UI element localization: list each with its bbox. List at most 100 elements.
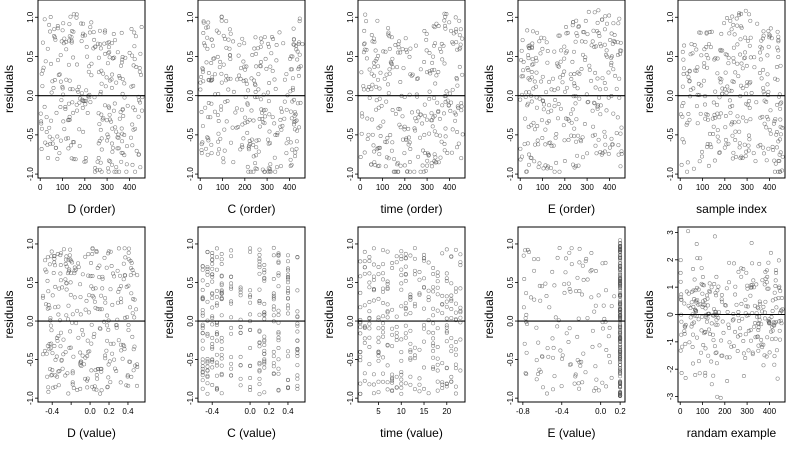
data-point [139, 72, 143, 77]
data-point [262, 276, 267, 281]
data-point [132, 315, 137, 320]
data-point [377, 96, 382, 101]
data-point [276, 312, 281, 317]
data-point [236, 53, 241, 58]
data-point [424, 37, 429, 42]
data-point [295, 255, 300, 259]
data-point [219, 283, 224, 288]
data-point [221, 62, 226, 67]
data-point [730, 133, 735, 138]
data-point [710, 116, 715, 121]
data-point [551, 76, 555, 81]
data-point [525, 322, 529, 326]
data-point [711, 100, 716, 105]
data-point [276, 387, 281, 392]
data-point [237, 42, 242, 47]
data-point [704, 45, 709, 49]
data-point [390, 376, 395, 381]
data-point [736, 74, 741, 79]
data-point [714, 293, 719, 298]
data-point [262, 270, 267, 275]
data-point [209, 37, 214, 42]
data-point [60, 285, 65, 290]
data-point [413, 128, 418, 133]
data-point [55, 24, 60, 28]
data-point [453, 301, 458, 306]
data-point [680, 104, 684, 109]
data-point [612, 33, 617, 37]
data-point [371, 277, 376, 282]
data-point [403, 381, 408, 386]
data-point [724, 286, 729, 291]
data-point [205, 272, 210, 277]
data-point [744, 84, 749, 88]
data-point [739, 83, 743, 88]
data-point [603, 319, 608, 324]
data-point [530, 57, 535, 62]
data-point [741, 267, 746, 271]
data-point [596, 388, 601, 393]
y-tick-label: -1.0 [346, 167, 355, 181]
data-point [118, 342, 123, 347]
data-point [453, 347, 458, 352]
data-point [223, 99, 228, 104]
data-point [729, 27, 734, 32]
data-point [238, 383, 243, 388]
data-point [764, 125, 769, 130]
data-point [367, 259, 372, 263]
data-point [248, 312, 253, 317]
data-point [63, 105, 68, 109]
data-point [111, 32, 116, 36]
data-point [756, 348, 761, 353]
data-point [402, 124, 407, 129]
y-tick-label: -0.5 [346, 352, 355, 366]
data-point [732, 120, 737, 125]
data-point [733, 138, 738, 142]
data-point [82, 362, 87, 367]
data-point [723, 70, 728, 75]
data-point [453, 286, 458, 291]
data-point [81, 31, 86, 36]
data-point [399, 337, 404, 342]
data-point [373, 58, 378, 63]
data-point [526, 101, 530, 106]
data-point [618, 381, 623, 386]
data-point [720, 91, 725, 96]
data-point [604, 108, 609, 113]
data-point [460, 72, 465, 77]
data-point [394, 324, 399, 329]
data-point [140, 108, 144, 113]
data-point [712, 234, 717, 239]
data-point [209, 151, 214, 156]
data-point [262, 361, 267, 366]
data-point [384, 99, 389, 104]
data-point [416, 115, 421, 120]
data-point [385, 309, 390, 314]
data-point [426, 260, 431, 265]
data-point [44, 351, 49, 356]
data-point [590, 328, 595, 333]
data-point [122, 344, 127, 349]
data-point [427, 89, 432, 94]
data-point [215, 54, 220, 59]
data-point [109, 264, 114, 268]
data-point [139, 25, 144, 29]
data-point [61, 21, 66, 26]
data-point [729, 344, 734, 349]
data-point [761, 145, 765, 150]
x-tick-label: 200 [238, 183, 252, 192]
data-point [443, 134, 448, 139]
data-point [539, 118, 544, 123]
data-point [219, 313, 224, 318]
data-point [537, 39, 542, 44]
data-point [106, 327, 111, 332]
data-point [216, 119, 221, 123]
data-point [408, 348, 413, 353]
data-point [71, 110, 76, 115]
data-point [262, 310, 267, 315]
data-point [66, 136, 71, 141]
data-point [429, 111, 434, 116]
data-point [618, 277, 623, 282]
data-point [136, 114, 141, 119]
data-point [254, 153, 258, 158]
